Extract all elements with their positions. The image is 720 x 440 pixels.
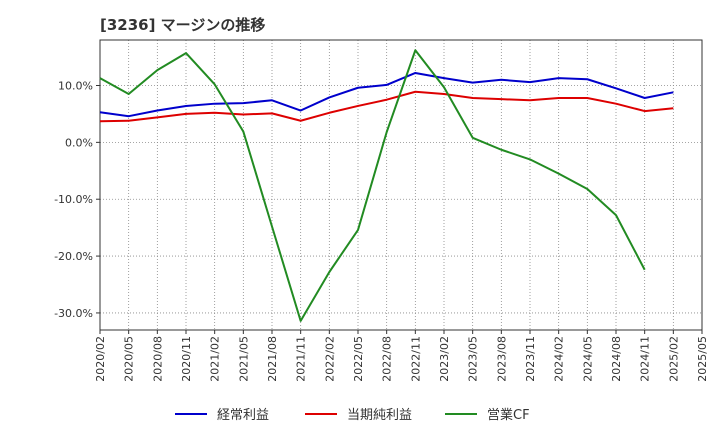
x-tick-label: 2023/08 bbox=[495, 336, 508, 382]
x-tick-label: 2022/05 bbox=[352, 336, 365, 382]
x-tick-label: 2024/05 bbox=[581, 336, 594, 382]
x-tick-label: 2023/02 bbox=[438, 336, 451, 382]
x-tick-label: 2022/11 bbox=[409, 336, 422, 382]
x-tick-label: 2020/08 bbox=[151, 336, 164, 382]
series-line bbox=[99, 90, 674, 123]
x-tick-label: 2021/05 bbox=[237, 336, 250, 382]
y-tick-label: -10.0% bbox=[54, 193, 93, 206]
series-line bbox=[99, 49, 646, 322]
x-tick-label: 2022/02 bbox=[323, 336, 336, 382]
y-tick-label: -30.0% bbox=[54, 307, 93, 320]
x-tick-label: 2023/05 bbox=[467, 336, 480, 382]
legend-label: 経常利益 bbox=[217, 408, 269, 423]
x-tick-label: 2024/02 bbox=[553, 336, 566, 382]
series-line bbox=[99, 71, 674, 118]
x-axis: 2020/02 2020/05 2020/08 2020/11 2021/02 2021/… bbox=[94, 330, 709, 382]
x-tick-label: 2022/08 bbox=[381, 336, 394, 382]
x-tick-label: 2020/05 bbox=[123, 336, 136, 382]
x-tick-label: 2020/02 bbox=[94, 336, 107, 382]
x-tick-label: 2024/08 bbox=[610, 336, 623, 382]
legend-label: 当期純利益 bbox=[347, 408, 412, 423]
y-tick-label: -20.0% bbox=[54, 250, 93, 263]
grid-layer bbox=[100, 40, 702, 330]
chart-title: [3236] マージンの推移 bbox=[100, 16, 266, 34]
legend-label: 営業CF bbox=[487, 407, 530, 423]
x-tick-label: 2025/05 bbox=[696, 336, 709, 382]
series-layer bbox=[99, 49, 674, 322]
x-tick-label: 2024/11 bbox=[639, 336, 652, 382]
plot-frame bbox=[99, 39, 703, 331]
y-tick-label: 10.0% bbox=[58, 79, 93, 92]
y-tick-label: 0.0% bbox=[65, 136, 93, 149]
x-tick-label: 2021/08 bbox=[266, 336, 279, 382]
x-tick-label: 2023/11 bbox=[524, 336, 537, 382]
legend: 経常利益 当期純利益 営業CF bbox=[175, 407, 530, 423]
y-axis: 10.0% 0.0% -10.0% -20.0% -30.0% bbox=[54, 79, 100, 320]
x-tick-label: 2020/11 bbox=[180, 336, 193, 382]
x-tick-label: 2025/02 bbox=[667, 336, 680, 382]
x-tick-label: 2021/11 bbox=[295, 336, 308, 382]
x-tick-label: 2021/02 bbox=[209, 336, 222, 382]
